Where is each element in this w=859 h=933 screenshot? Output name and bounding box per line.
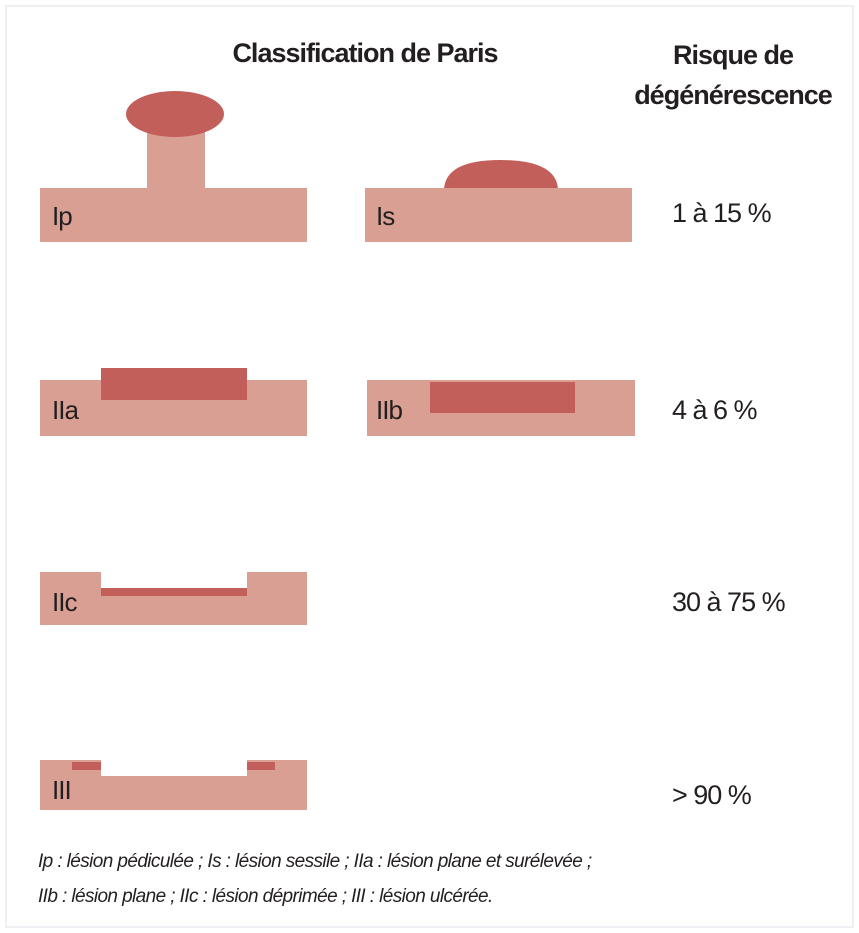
lesion-label: IIc	[52, 587, 77, 617]
risk: 1 à 15 %	[672, 198, 772, 228]
title: Classification de Paris	[232, 38, 497, 68]
footnote: IIb : lésion plane ; IIc : lésion déprim…	[38, 886, 493, 907]
risk: 4 à 6 %	[672, 395, 758, 425]
lesion-label: IIb	[376, 395, 402, 425]
lesion-label: Ip	[52, 201, 72, 231]
lesion-label: Is	[376, 201, 395, 231]
risk-title: Risque de	[673, 40, 794, 70]
diagram: Classification de Paris Risque de dégéné…	[0, 0, 859, 933]
lesion-label: III	[52, 775, 71, 805]
risk: > 90 %	[672, 780, 752, 810]
lesion-label: IIa	[52, 395, 79, 425]
footnote: Ip : lésion pédiculée ; Is : lésion sess…	[38, 851, 592, 872]
risk: 30 à 75 %	[672, 587, 786, 617]
risk-title: dégénérescence	[634, 80, 833, 110]
lesion-iib	[367, 380, 635, 436]
